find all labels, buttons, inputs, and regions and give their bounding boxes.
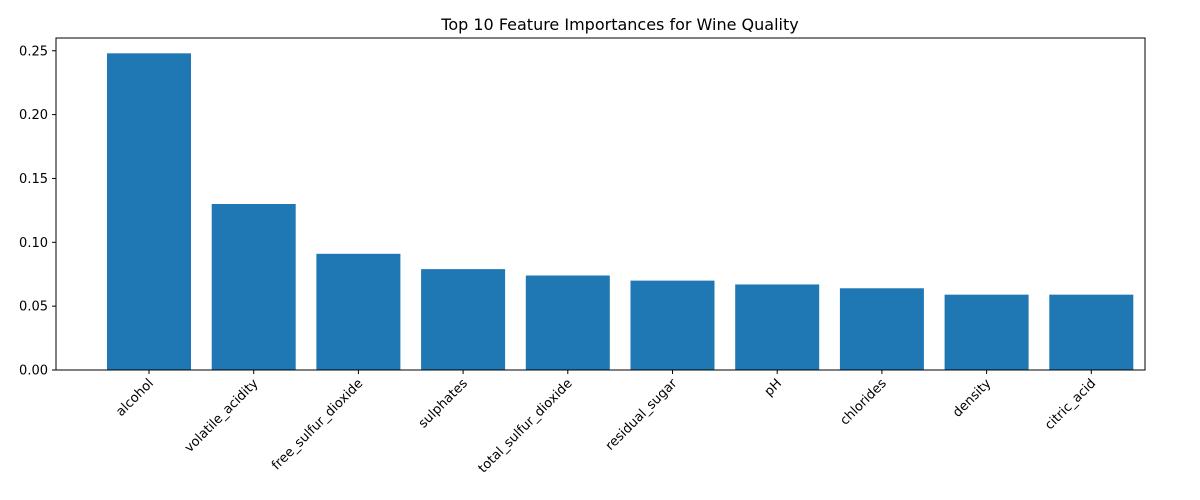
x-tick-label: density: [950, 376, 995, 421]
bar-chlorides: [839, 288, 924, 370]
y-tick-label: 0.20: [19, 108, 48, 123]
y-tick-label: 0.00: [19, 364, 48, 379]
bar-residual_sugar: [630, 280, 715, 370]
x-tick-label: alcohol: [113, 376, 156, 419]
y-tick-label: 0.15: [19, 172, 48, 187]
bar-pH: [735, 284, 820, 370]
bar-alcohol: [107, 53, 191, 370]
bar-sulphates: [421, 269, 506, 370]
plot-frame: [55, 37, 1146, 371]
chart-title: Top 10 Feature Importances for Wine Qual…: [440, 15, 798, 34]
bar-total_sulfur_dioxide: [525, 275, 610, 370]
x-axis: alcohol volatile_acidity free_sulfur_dioxi…: [113, 370, 1099, 476]
x-tick-label: chlorides: [837, 376, 889, 428]
y-tick-label: 0.25: [19, 44, 48, 59]
bar-free_sulfur_dioxide: [316, 253, 401, 370]
x-tick-label: residual_sugar: [603, 376, 681, 454]
bars-group: [107, 53, 1134, 370]
y-axis: 0.00 0.05 0.10 0.15 0.20 0.25: [19, 44, 56, 379]
y-tick-label: 0.05: [19, 300, 48, 315]
bar-volatile_acidity: [211, 204, 296, 370]
x-tick-label: total_sulfur_dioxide: [476, 376, 576, 476]
y-tick-label: 0.10: [19, 236, 48, 251]
x-tick-label: citric_acid: [1042, 376, 1099, 433]
x-tick-label: volatile_acidity: [182, 376, 262, 456]
x-tick-label: pH: [762, 376, 785, 399]
x-tick-label: free_sulfur_dioxide: [269, 376, 366, 473]
x-tick-label: sulphates: [416, 376, 471, 431]
bar-density: [944, 294, 1029, 370]
bar-citric_acid: [1049, 294, 1134, 370]
